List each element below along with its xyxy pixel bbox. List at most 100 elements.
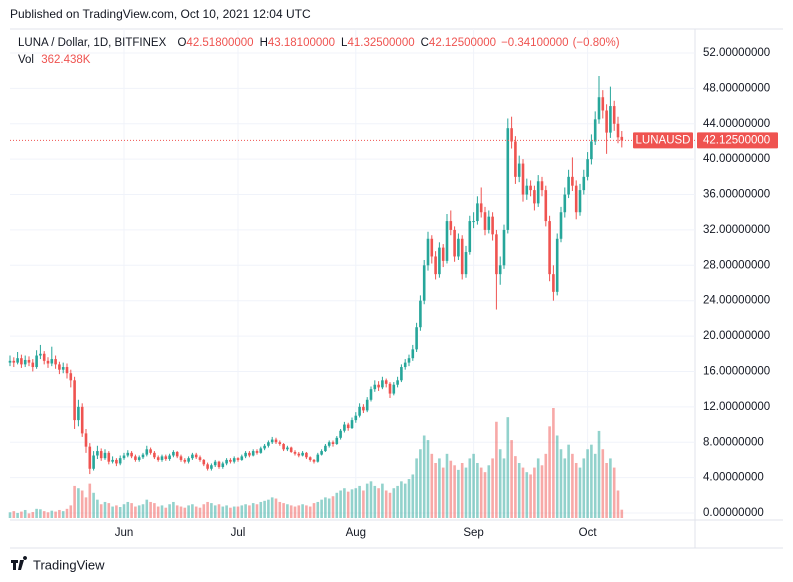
candle-body	[381, 380, 384, 388]
volume-bar	[464, 467, 468, 518]
symbol: LUNA / Dollar, 1D, BITFINEX	[18, 37, 167, 49]
candle-body	[251, 451, 255, 456]
volume-bar	[514, 456, 517, 518]
ohlc-value: 41.32500000	[347, 37, 414, 49]
candle-body	[400, 367, 403, 381]
volume-bar	[50, 510, 54, 518]
volume-bar	[35, 508, 38, 518]
candle-body	[301, 452, 304, 456]
volume-bar	[267, 499, 270, 518]
volume-bar	[61, 511, 65, 518]
candle-body	[495, 234, 498, 275]
candle-body	[149, 449, 152, 453]
candle-body	[259, 448, 263, 453]
volume-bar	[217, 504, 221, 518]
volume-bar	[540, 465, 544, 518]
candle-body	[206, 464, 209, 469]
volume-bar	[324, 497, 327, 518]
ohlc-value: 42.51800000	[186, 37, 253, 49]
candle-body	[46, 360, 50, 364]
candle-body	[571, 176, 574, 186]
candle-body	[438, 247, 441, 275]
volume-bar	[244, 504, 247, 518]
footer-text: TradingView	[33, 557, 105, 572]
volume-bar	[354, 488, 358, 518]
candle-body	[426, 238, 430, 266]
volume-bar	[559, 449, 563, 518]
price-tag: 42.12500000	[703, 134, 770, 146]
volume-bar	[130, 503, 133, 518]
candle-body	[236, 458, 240, 460]
volume-bar	[278, 501, 282, 518]
candle-body	[434, 256, 437, 275]
candle-body	[472, 221, 475, 223]
volume-bar	[118, 507, 122, 518]
candle-body	[35, 355, 38, 368]
volume-bar	[536, 458, 540, 518]
candle-body	[457, 238, 460, 257]
volume-bar	[312, 503, 316, 518]
candle-body	[50, 359, 54, 364]
volume-bar	[84, 497, 88, 518]
candle-body	[377, 384, 380, 388]
candle-body	[335, 437, 339, 444]
volume-bar	[240, 505, 244, 518]
candle-body	[39, 353, 42, 356]
candle-body	[536, 181, 540, 204]
volume-bar	[483, 472, 487, 518]
volume-bar	[339, 490, 342, 518]
candle-body	[69, 373, 73, 381]
volume-bar	[582, 458, 586, 518]
volume-bar	[358, 485, 361, 518]
candle-body	[544, 190, 548, 222]
candle-body	[99, 451, 103, 459]
candle-body	[278, 442, 282, 444]
volume-bar	[403, 483, 407, 518]
candle-body	[525, 185, 529, 195]
candle-body	[540, 181, 544, 191]
candle-body	[88, 446, 92, 469]
candle-body	[327, 442, 331, 446]
volume-bar	[567, 444, 570, 518]
volume-bar	[73, 485, 76, 518]
y-tick-label: 8.00000000	[703, 436, 764, 448]
volume-bar	[510, 440, 513, 518]
legend-line: LUNA / Dollar, 1D, BITFINEX O42.51800000…	[18, 37, 620, 49]
price-tag-bg	[697, 132, 778, 149]
volume-bar	[27, 513, 31, 518]
volume-bar	[502, 458, 506, 518]
volume-bar	[529, 474, 532, 518]
volume-bar	[616, 490, 620, 518]
candle-body	[118, 458, 122, 464]
candle-body	[612, 106, 616, 124]
candle-body	[388, 383, 392, 394]
candle-body	[92, 455, 95, 469]
ohlc-key: L	[341, 37, 348, 49]
volume-bar	[96, 499, 99, 518]
volume-bar	[350, 489, 354, 518]
candle-body	[369, 389, 373, 400]
volume-bar	[145, 499, 149, 518]
candle-body	[533, 190, 536, 204]
y-tick-label: 44.00000000	[703, 118, 770, 130]
y-tick-label: 0.00000000	[703, 507, 764, 519]
volume-bar	[308, 506, 312, 518]
candle-body	[126, 452, 130, 456]
candle-body	[320, 451, 323, 455]
volume-bar	[419, 449, 422, 518]
y-tick-label: 16.00000000	[703, 365, 770, 377]
candle-body	[179, 456, 183, 460]
candle-body	[601, 97, 605, 111]
candle-layer	[8, 76, 624, 475]
volume-bar	[441, 467, 445, 518]
candle-body	[255, 451, 259, 453]
volume-bar	[46, 512, 50, 518]
candle-body	[468, 221, 472, 253]
volume-bar	[563, 458, 567, 518]
volume-bar	[69, 505, 73, 518]
candle-body	[510, 128, 513, 142]
candle-body	[422, 265, 426, 301]
candle-body	[430, 238, 434, 257]
candle-body	[274, 439, 278, 443]
candle-body	[191, 454, 194, 459]
